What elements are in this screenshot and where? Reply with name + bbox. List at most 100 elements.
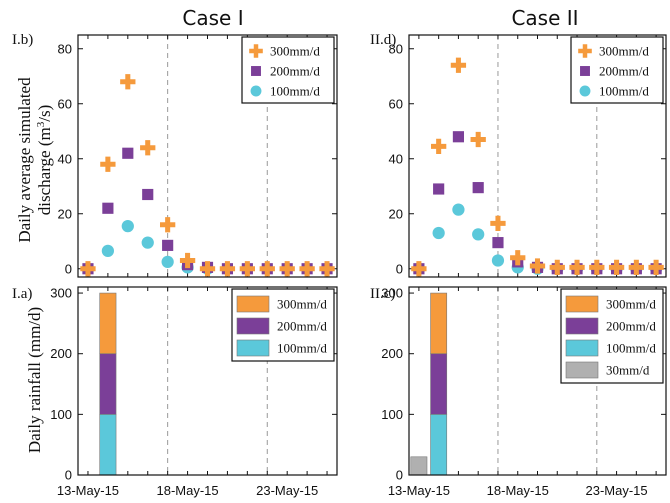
plot-frame [77,34,338,278]
point-plus [299,261,315,277]
point-plus [239,261,255,277]
point-circle [141,236,154,249]
point-plus [589,259,605,276]
legend-label: 30mm/d [606,363,650,378]
y-tick-label: 0 [396,261,403,276]
y-tick-label: 0 [65,468,72,483]
discharge-ylabel: Daily average simulated [15,77,34,243]
panel-3: II.c) 0 100 200 300 300mm/d 200mm/d 100mm/d 30mm… [370,286,667,498]
point-square [142,188,154,201]
point-circle [121,220,134,233]
legend-label: 100mm/d [599,84,649,99]
y-tick-label: 80 [389,41,403,56]
y-tick-label: 0 [65,261,72,276]
point-plus [490,215,506,232]
point-plus [648,259,664,276]
x-tick-label: 18-May-15 [487,483,549,498]
bar-segment [99,353,117,415]
legend: 300mm/d 200mm/d 100mm/d 30mm/d [560,288,664,384]
y-tick-label: 300 [50,286,72,301]
bar-segment [99,292,117,355]
point-plus [569,259,585,276]
legend-marker-circle [579,85,591,97]
point-plus [549,259,565,276]
legend-swatch [565,339,599,357]
legend-swatch [236,295,270,313]
y-tick-label: 200 [50,346,72,361]
panel-label: II.d) [370,32,396,48]
legend-label: 200mm/d [270,64,320,79]
discharge-ylabel-line1: Daily average simulated [15,77,34,243]
point-plus [279,261,295,277]
y-tick-label: 60 [58,96,72,111]
x-tick-label: 18-May-15 [157,483,219,498]
point-circle [472,228,485,241]
legend-swatch [236,339,270,357]
panel-1: II.d) 0 20 40 60 80 300mm/d 200mm/d 100mm/d [370,32,667,278]
legend-label: 100mm/d [270,84,320,99]
point-plus [319,261,335,277]
legend-swatch [565,295,599,313]
point-circle [491,254,505,267]
point-plus [80,261,96,277]
point-circle [452,203,465,216]
panel-label: I.a) [12,286,32,302]
bar-segment [99,414,117,476]
legend-label: 200mm/d [277,319,327,334]
point-plus [411,261,427,277]
legend-swatch [565,317,599,335]
legend-label: 300mm/d [277,297,327,312]
legend-marker-circle [250,85,262,97]
x-tick-label: 23-May-15 [586,483,648,498]
legend-label: 100mm/d [606,341,656,356]
point-plus [160,217,176,233]
legend-label: 200mm/d [606,319,656,334]
point-plus [120,74,136,90]
point-plus [450,57,467,73]
y-tick-label: 300 [381,286,403,301]
point-square [162,239,174,251]
point-square [122,147,134,159]
legend-marker-plus [249,44,263,58]
legend: 300mm/d 200mm/d 100mm/d [570,36,664,104]
point-circle [101,244,115,257]
y-tick-label: 0 [396,468,403,483]
point-square [433,183,445,195]
case-title-1: Case I [182,6,243,30]
legend-swatch [565,361,599,379]
bar-segment [430,414,448,476]
point-square [452,131,465,143]
bar-segment [430,353,448,415]
rainfall-ylabel: Daily rainfall (mm/d) [25,307,44,453]
point-plus [100,156,116,172]
x-tick-label: 13-May-15 [388,483,450,498]
legend-marker-square [580,66,590,76]
plot-frame [408,34,667,278]
x-tick-label: 13-May-15 [57,483,119,498]
point-plus [259,261,275,277]
chart-panels: I.b) 0 20 40 60 80 300mm/d 200mm/d 100mm/d II.d) 0… [12,32,667,498]
plot-frame [408,286,667,476]
point-plus [219,261,236,277]
y-tick-label: 20 [389,206,403,221]
plot-frame [77,286,338,476]
panel-0: I.b) 0 20 40 60 80 300mm/d 200mm/d 100mm/d [12,32,338,278]
point-plus [140,140,156,156]
y-tick-label: 80 [58,41,72,56]
y-tick-label: 40 [58,151,72,166]
y-tick-label: 100 [50,407,72,422]
point-circle [161,255,174,268]
bar-segment [410,456,428,476]
legend-label: 100mm/d [277,341,327,356]
legend-marker-plus [578,44,592,58]
y-tick-label: 60 [389,96,403,111]
x-tick-label: 23-May-15 [256,483,318,498]
y-tick-label: 40 [389,151,403,166]
legend-marker-square [251,66,261,76]
y-tick-label: 20 [58,206,72,221]
point-square [472,182,484,194]
point-square [102,202,114,214]
point-plus [431,138,447,155]
legend-label: 300mm/d [599,44,649,59]
